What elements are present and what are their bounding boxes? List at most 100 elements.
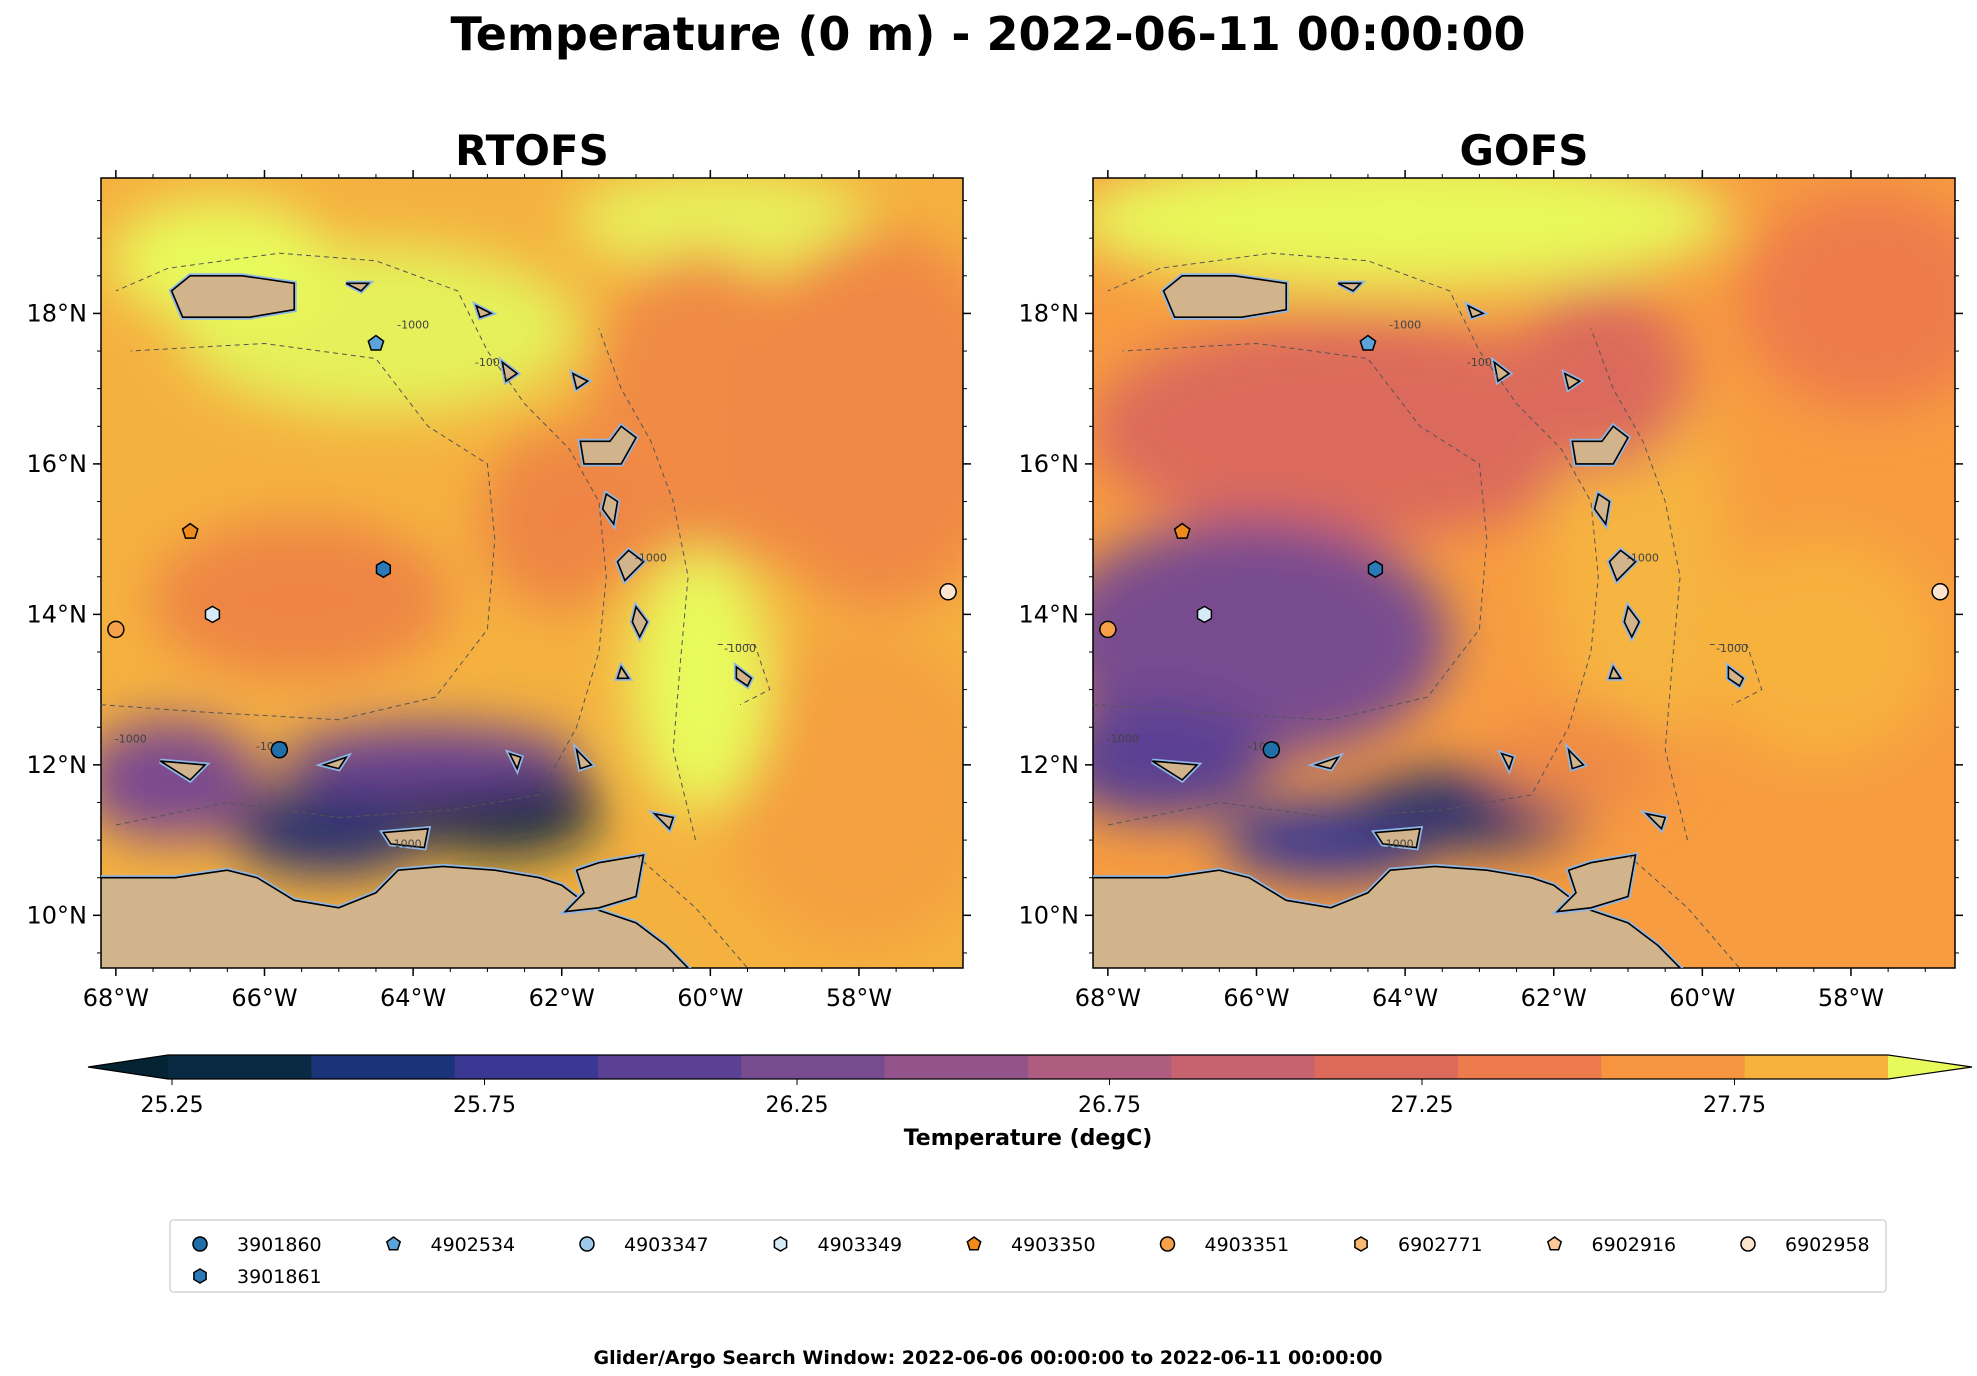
legend-marker-4903347 — [579, 1236, 595, 1252]
float-legend: 3901860 3901861 4902534 4903347 4903349 49033… — [169, 1219, 1887, 1293]
colorbar-segment — [598, 1055, 742, 1079]
x-tick-label: 58°W — [1818, 984, 1884, 1012]
x-tick-label: 60°W — [1669, 984, 1735, 1012]
bathymetry-contour-label: -1000 — [1716, 642, 1748, 655]
legend-entry: 3901860 — [192, 1234, 322, 1256]
x-tick-label: 62°W — [529, 984, 595, 1012]
colorbar-segment — [1458, 1055, 1602, 1079]
colorbar-tick-label: 27.75 — [1703, 1093, 1766, 1118]
colorbar-segment — [168, 1055, 312, 1079]
colorbar-segment — [741, 1055, 886, 1079]
bathymetry-contour-label: -1000 — [724, 642, 756, 655]
y-tick-label: 16°N — [1019, 450, 1080, 478]
rtofs-panel-title: RTOFS — [455, 126, 609, 175]
legend-label: 4903351 — [1205, 1234, 1290, 1256]
legend-marker-6902916 — [1546, 1236, 1563, 1251]
y-tick-label: 16°N — [27, 450, 88, 478]
gofs-panel-title: GOFS — [1459, 126, 1588, 175]
x-tick-label: 62°W — [1521, 984, 1587, 1012]
y-tick-label: 10°N — [1019, 901, 1080, 929]
y-tick-label: 14°N — [1019, 600, 1080, 628]
bathymetry-contour-label: -100 — [1467, 356, 1492, 369]
y-tick-label: 10°N — [27, 901, 88, 929]
y-tick-label: 14°N — [27, 600, 88, 628]
float-marker-6902958 — [939, 583, 957, 601]
legend-marker-3901860 — [192, 1236, 208, 1252]
float-marker-4902534 — [1359, 334, 1377, 351]
legend-label: 4903349 — [818, 1234, 903, 1256]
x-tick-label: 68°W — [1075, 984, 1141, 1012]
bathymetry-contour-label: -100 — [475, 356, 500, 369]
colorbar: 25.25 25.75 26.25 26.75 27.25 27.75 Temperatu… — [87, 1054, 1973, 1151]
legend-marker-4903349 — [773, 1236, 788, 1252]
y-tick-label: 18°N — [27, 299, 88, 327]
float-marker-4903350 — [181, 522, 199, 539]
legend-label: 3901860 — [237, 1234, 322, 1256]
float-marker-4903351 — [107, 620, 125, 639]
colorbar-segment — [454, 1055, 599, 1079]
legend-marker-4903351 — [1159, 1236, 1176, 1252]
colorbar-tick-label: 26.75 — [1078, 1093, 1141, 1118]
legend-label: 4902534 — [431, 1234, 516, 1256]
rtofs-map-area — [101, 178, 963, 968]
float-marker-3901860 — [270, 741, 289, 759]
legend-entry: 6902958 — [1740, 1234, 1870, 1256]
legend-entry: 4903349 — [773, 1234, 903, 1256]
x-tick-label: 66°W — [1223, 984, 1289, 1012]
legend-marker-4902534 — [385, 1236, 402, 1251]
legend-entry: 4902534 — [385, 1234, 516, 1256]
legend-entry: 4903350 — [966, 1234, 1096, 1256]
colorbar-max-extend — [1888, 1055, 1972, 1079]
float-marker-4903349 — [1196, 605, 1213, 624]
legend-entry: 4903351 — [1159, 1234, 1290, 1256]
bathymetry-contour-label: -1000 — [1389, 318, 1421, 331]
x-tick-label: 60°W — [677, 984, 743, 1012]
bathymetry-contour-label: -1000 — [635, 552, 667, 565]
colorbar-segment — [1314, 1055, 1459, 1079]
y-tick-label: 18°N — [1019, 299, 1080, 327]
y-tick-label: 12°N — [27, 751, 88, 779]
bathymetry-contour-label: -1000 — [1382, 838, 1414, 851]
legend-marker-3901861 — [193, 1268, 207, 1284]
x-tick-label: 66°W — [231, 984, 297, 1012]
colorbar-min-extend — [88, 1055, 168, 1079]
colorbar-label: Temperature (degC) — [904, 1126, 1153, 1151]
legend-label: 6902916 — [1592, 1234, 1677, 1256]
bathymetry-contour-label: -1000 — [1627, 552, 1659, 565]
colorbar-segment — [1028, 1055, 1172, 1079]
float-marker-6902958 — [1931, 583, 1949, 601]
legend-label: 6902771 — [1398, 1234, 1483, 1256]
bathymetry-contour-label: -1000 — [397, 318, 429, 331]
float-marker-3901861 — [375, 560, 392, 579]
legend-entry: 4903347 — [579, 1234, 709, 1256]
colorbar-segment — [1171, 1055, 1316, 1079]
colorbar-tick-label: 25.25 — [141, 1093, 204, 1118]
legend-label: 4903347 — [624, 1234, 709, 1256]
gofs-map-panel: GOFS -1000-100-1000-1000-1000-1000-10006… — [1019, 126, 1963, 1012]
float-marker-4903349 — [204, 605, 221, 624]
bathymetry-contour-label: -1000 — [390, 838, 422, 851]
x-tick-label: 58°W — [826, 984, 892, 1012]
legend-entry: 6902771 — [1354, 1234, 1483, 1256]
colorbar-segment — [311, 1055, 456, 1079]
legend-label: 6902958 — [1785, 1234, 1870, 1256]
legend-marker-6902958 — [1740, 1236, 1756, 1252]
colorbar-tick-label: 25.75 — [453, 1093, 516, 1118]
bathymetry-contour-label: -1000 — [1107, 732, 1139, 745]
legend-entry: 6902916 — [1546, 1234, 1677, 1256]
legend-marker-6902771 — [1354, 1236, 1368, 1252]
colorbar-segment — [1744, 1055, 1889, 1079]
rtofs-map-panel: RTOFS -1000-100-1000-1000-1000-1000-1000… — [27, 126, 971, 1012]
legend-label: 4903350 — [1011, 1234, 1096, 1256]
float-marker-4903350 — [1173, 522, 1191, 539]
figure-suptitle: Temperature (0 m) - 2022-06-11 00:00:00 — [450, 7, 1525, 61]
colorbar-tick-label: 26.25 — [766, 1093, 829, 1118]
bathymetry-contour-label: -1000 — [115, 732, 147, 745]
legend-entry: 3901861 — [193, 1266, 322, 1288]
x-tick-label: 68°W — [83, 984, 149, 1012]
gofs-map-area — [1093, 178, 1955, 968]
float-marker-3901861 — [1367, 560, 1384, 579]
legend-marker-4903350 — [966, 1236, 982, 1251]
x-tick-label: 64°W — [1372, 984, 1438, 1012]
colorbar-tick-label: 27.25 — [1391, 1093, 1454, 1118]
